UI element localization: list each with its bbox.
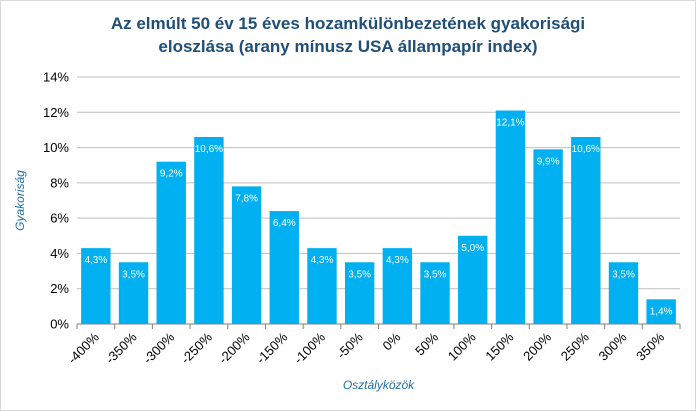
bar [269, 211, 299, 324]
bar [571, 136, 601, 324]
x-tick-label: 150% [482, 329, 516, 363]
bar [420, 262, 450, 324]
bar [344, 262, 375, 324]
data-label: 6,4% [273, 218, 296, 229]
y-tick-label: 0% [50, 317, 69, 332]
bar [307, 248, 337, 324]
x-tick-label: -50% [334, 329, 366, 361]
y-tick-label: 14% [43, 70, 69, 85]
data-label: 4,3% [386, 255, 409, 266]
data-label: 9,2% [160, 169, 183, 180]
x-tick-label: 350% [633, 329, 667, 363]
x-tick-label: -100% [291, 329, 328, 366]
data-label: 1,4% [650, 306, 673, 317]
x-tick-label: 50% [412, 329, 441, 358]
y-axis-ticks: 0% 2% 4% 6% 8% 10% 12% 14% [43, 70, 69, 332]
bar [533, 149, 563, 324]
y-tick-label: 12% [43, 105, 69, 120]
data-label: 4,3% [84, 255, 107, 266]
x-tick-label: 300% [595, 329, 629, 363]
bar [194, 136, 224, 324]
data-label: 5,0% [461, 243, 484, 254]
data-label: 3,5% [424, 269, 447, 280]
bar [646, 299, 676, 324]
x-tick-label: 250% [558, 329, 592, 363]
chart-title: Az elmúlt 50 év 15 éves hozamkülönbezeté… [0, 12, 696, 58]
x-axis-title: Osztályközök [343, 378, 415, 392]
x-tick-label: -300% [140, 329, 177, 366]
bar [458, 235, 488, 324]
bars [81, 110, 676, 325]
x-tick-label: -350% [102, 329, 139, 366]
chart-title-line1: Az elmúlt 50 év 15 éves hozamkülönbezeté… [110, 14, 586, 33]
data-label: 12,1% [496, 118, 524, 129]
x-tick-label: 200% [520, 329, 554, 363]
x-tick-label: 100% [445, 329, 479, 363]
bar [608, 262, 639, 324]
bar [495, 110, 526, 325]
data-label: 9,9% [537, 156, 560, 167]
data-label: 7,8% [235, 193, 258, 204]
y-tick-label: 4% [50, 246, 69, 261]
y-tick-label: 6% [50, 211, 69, 226]
data-label: 10,6% [572, 144, 600, 155]
y-tick-label: 10% [43, 140, 69, 155]
data-labels: 4,3% 3,5% 9,2% 10,6% 7,8% 6,4% 4,3% 3,5% 4,3% 3,5… [84, 118, 672, 318]
bar [118, 262, 149, 324]
x-axis-ticks: -400% -350% -300% -250% -200% -150% -100% -50% 0… [65, 324, 681, 367]
y-axis-title: Gyakoriság [13, 170, 27, 231]
x-tick-label: 0% [380, 329, 404, 353]
data-label: 3,5% [348, 269, 371, 280]
chart-title-line2: eloszlása (arany mínusz USA állampapír i… [158, 37, 538, 56]
bar [81, 248, 111, 324]
data-label: 10,6% [195, 144, 223, 155]
y-tick-label: 8% [50, 175, 69, 190]
x-tick-label: -400% [65, 329, 102, 366]
data-label: 3,5% [612, 269, 635, 280]
x-tick-label: -200% [216, 329, 253, 366]
bar [382, 248, 413, 324]
data-label: 3,5% [122, 269, 145, 280]
data-label: 4,3% [311, 255, 334, 266]
bar [231, 186, 262, 324]
y-tick-label: 2% [50, 281, 69, 296]
x-tick-label: -250% [178, 329, 215, 366]
bar [156, 161, 186, 324]
x-tick-label: -150% [253, 329, 290, 366]
